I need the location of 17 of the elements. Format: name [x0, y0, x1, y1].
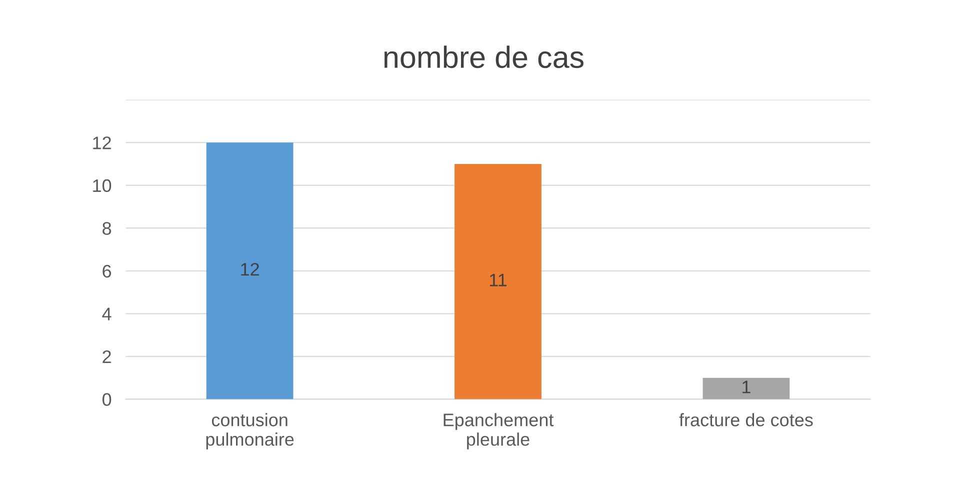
x-tick-label: fracture de cotes: [679, 413, 813, 426]
bar: [454, 164, 542, 400]
data-label: 11: [490, 274, 506, 286]
y-tick-label: 12: [93, 136, 111, 150]
y-tick-label: 10: [93, 179, 112, 192]
y-tick-label: 8: [102, 222, 112, 235]
bar: [702, 378, 790, 400]
x-tick-label: contusion pulmonaire: [206, 413, 294, 450]
y-tick-label: 2: [102, 350, 111, 363]
y-tick-label: 4: [102, 308, 112, 320]
y-tick-label: 0: [102, 393, 112, 406]
data-label: 12: [241, 262, 259, 276]
data-label: 1: [742, 380, 750, 394]
bar: [206, 142, 294, 400]
chart-title: nombre de cas: [384, 46, 584, 68]
y-tick-label: 6: [102, 264, 112, 278]
x-tick-label: Epanchement pleurale: [444, 413, 554, 450]
